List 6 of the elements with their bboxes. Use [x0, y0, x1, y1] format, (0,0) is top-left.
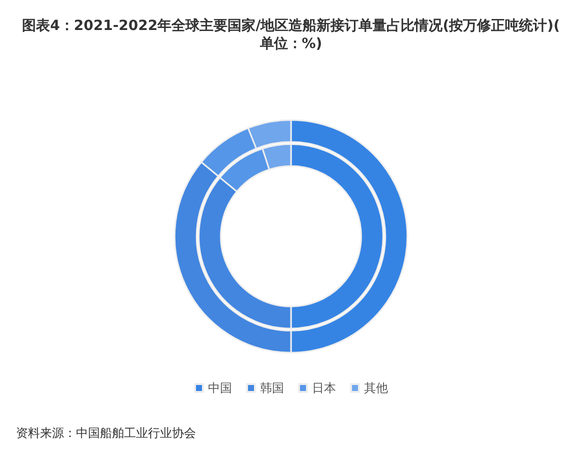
legend-label: 其他: [364, 381, 388, 395]
text: 资料来源：中国船舶工业行业协会: [16, 426, 196, 440]
chart-title: 图表4：2021-2022年全球主要国家/地区造船新接订单量占比情况(按万修正吨统计)(单位：%): [22, 17, 560, 52]
legend-label: 韩国: [260, 381, 284, 395]
legend-label: 中国: [208, 381, 232, 395]
legend-label: 日本: [312, 381, 336, 395]
